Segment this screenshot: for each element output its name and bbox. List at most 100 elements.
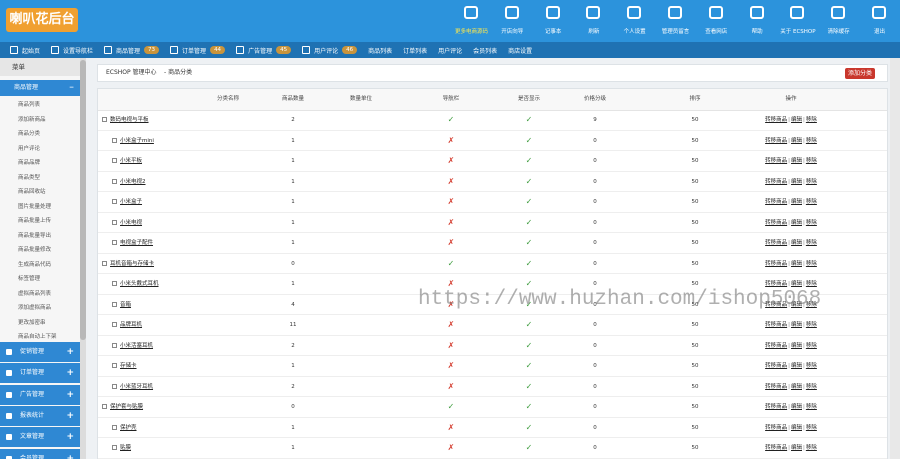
row-action[interactable]: 移除 [805,137,817,144]
category-name[interactable]: 小米盒子mini [120,137,154,144]
nav-item[interactable]: 会员列表 [473,46,497,55]
row-action[interactable]: 转移商品 [765,322,788,328]
tool-button[interactable]: 清除缓存 [818,0,859,42]
row-action[interactable]: 编辑 [790,260,802,267]
row-action[interactable]: 编辑 [790,240,802,246]
add-category-button[interactable]: 添加分类 [845,68,876,79]
row-action[interactable]: 移除 [805,260,817,267]
tool-button[interactable]: 记事本 [533,0,574,42]
menu-section[interactable]: 报表统计 + [0,405,80,426]
row-action[interactable]: 编辑 [790,445,802,451]
menu-section-open[interactable]: 商品管理 − [0,80,80,96]
category-name[interactable]: 保护壳 [120,424,137,431]
menu-item[interactable]: 商品分类 [18,131,41,137]
tree-toggle[interactable] [102,117,107,122]
tree-toggle[interactable] [112,219,117,225]
menu-item[interactable]: 商品列表 [18,102,41,108]
category-name[interactable]: 贴膜 [120,445,132,451]
category-name[interactable]: 小米电视2 [120,178,146,185]
nav-item[interactable]: 广告管理 45 [236,46,292,55]
row-action[interactable]: 编辑 [790,363,802,369]
tree-toggle[interactable] [112,158,117,163]
nav-item[interactable]: 订单列表 [403,46,427,55]
row-action[interactable]: 转移商品 [765,117,788,123]
row-action[interactable]: 转移商品 [765,342,788,349]
tree-toggle[interactable] [112,445,117,450]
tool-button[interactable]: 更多电商源码 [451,0,492,42]
row-action[interactable]: 编辑 [790,342,802,349]
row-action[interactable]: 移除 [805,281,817,287]
nav-item[interactable]: 用户评论 46 [302,46,358,55]
tree-toggle[interactable] [112,178,117,184]
row-action[interactable]: 转移商品 [765,260,788,267]
nav-item[interactable]: 起始页 [10,46,40,55]
menu-item[interactable]: 商品品牌 [18,160,41,166]
category-name[interactable]: 电视盒子配件 [120,240,154,246]
scroll-thumb[interactable] [80,60,86,340]
row-action[interactable]: 移除 [805,117,817,123]
row-action[interactable]: 移除 [805,199,817,205]
tree-toggle[interactable] [112,199,117,204]
row-action[interactable]: 编辑 [790,117,802,123]
tree-toggle[interactable] [112,424,117,430]
row-action[interactable]: 编辑 [790,199,802,205]
menu-item[interactable]: 商品批量导出 [18,232,52,239]
tool-button[interactable]: 管理员留言 [655,0,696,42]
category-name[interactable]: 音箱 [120,301,132,308]
category-name[interactable]: 小米头戴式耳机 [120,281,159,287]
menu-section[interactable]: 广告管理 + [0,384,80,405]
row-action[interactable]: 转移商品 [765,158,788,164]
category-name[interactable]: 小米蓝牙耳机 [120,383,154,390]
tree-toggle[interactable] [112,240,117,245]
category-name[interactable]: 小米电视 [120,219,143,226]
category-name[interactable]: 存储卡 [120,363,137,369]
row-action[interactable]: 编辑 [790,424,802,431]
row-action[interactable]: 编辑 [790,322,802,328]
row-action[interactable]: 编辑 [790,404,802,410]
nav-item[interactable]: 订单管理 44 [170,46,226,55]
menu-item[interactable]: 添加虚拟商品 [18,305,52,311]
menu-section[interactable]: 促销管理 + [0,342,80,362]
row-action[interactable]: 移除 [805,322,817,328]
tree-toggle[interactable] [102,404,107,409]
row-action[interactable]: 编辑 [790,158,802,164]
row-action[interactable]: 转移商品 [765,363,788,369]
tree-toggle[interactable] [112,383,117,389]
tool-button[interactable]: 开店向导 [492,0,533,42]
category-name[interactable]: 小米平板 [120,158,143,164]
row-action[interactable]: 移除 [805,158,817,164]
nav-item[interactable]: 商店设置 [508,46,532,55]
row-action[interactable]: 转移商品 [765,178,788,185]
menu-item[interactable]: 生成商品代码 [18,261,52,268]
row-action[interactable]: 转移商品 [765,137,788,144]
row-action[interactable]: 编辑 [790,178,802,185]
category-name[interactable]: 品牌耳机 [120,322,143,328]
row-action[interactable]: 转移商品 [765,383,788,390]
menu-item[interactable]: 标签管理 [18,276,41,282]
category-name[interactable]: 小米活塞耳机 [120,342,154,349]
menu-section[interactable]: 订单管理 + [0,363,80,384]
row-action[interactable]: 转移商品 [765,445,788,451]
menu-item[interactable]: 虚拟商品列表 [18,290,52,297]
tool-button[interactable]: 帮助 [737,0,778,42]
row-action[interactable]: 转移商品 [765,219,788,226]
row-action[interactable]: 编辑 [790,281,802,287]
category-name[interactable]: 数码电视与平板 [110,117,149,123]
row-action[interactable]: 移除 [805,219,817,226]
row-action[interactable]: 移除 [805,383,817,390]
row-action[interactable]: 编辑 [790,301,802,308]
row-action[interactable]: 移除 [805,404,817,410]
category-name[interactable]: 保护套与贴膜 [110,404,144,410]
menu-item[interactable]: 商品自动上下架 [18,334,57,340]
row-action[interactable]: 移除 [805,424,817,431]
row-action[interactable]: 移除 [805,363,817,369]
tree-toggle[interactable] [112,281,117,286]
nav-item[interactable]: 用户评论 [438,46,462,55]
category-name[interactable]: 耳机音箱与存储卡 [110,260,155,267]
row-action[interactable]: 编辑 [790,137,802,144]
logo[interactable]: 喇叭花后台 [6,8,78,32]
menu-item[interactable]: 商品批量修改 [18,247,52,253]
tree-toggle[interactable] [112,342,117,348]
row-action[interactable]: 转移商品 [765,240,788,246]
menu-item[interactable]: 用户评论 [18,145,41,152]
